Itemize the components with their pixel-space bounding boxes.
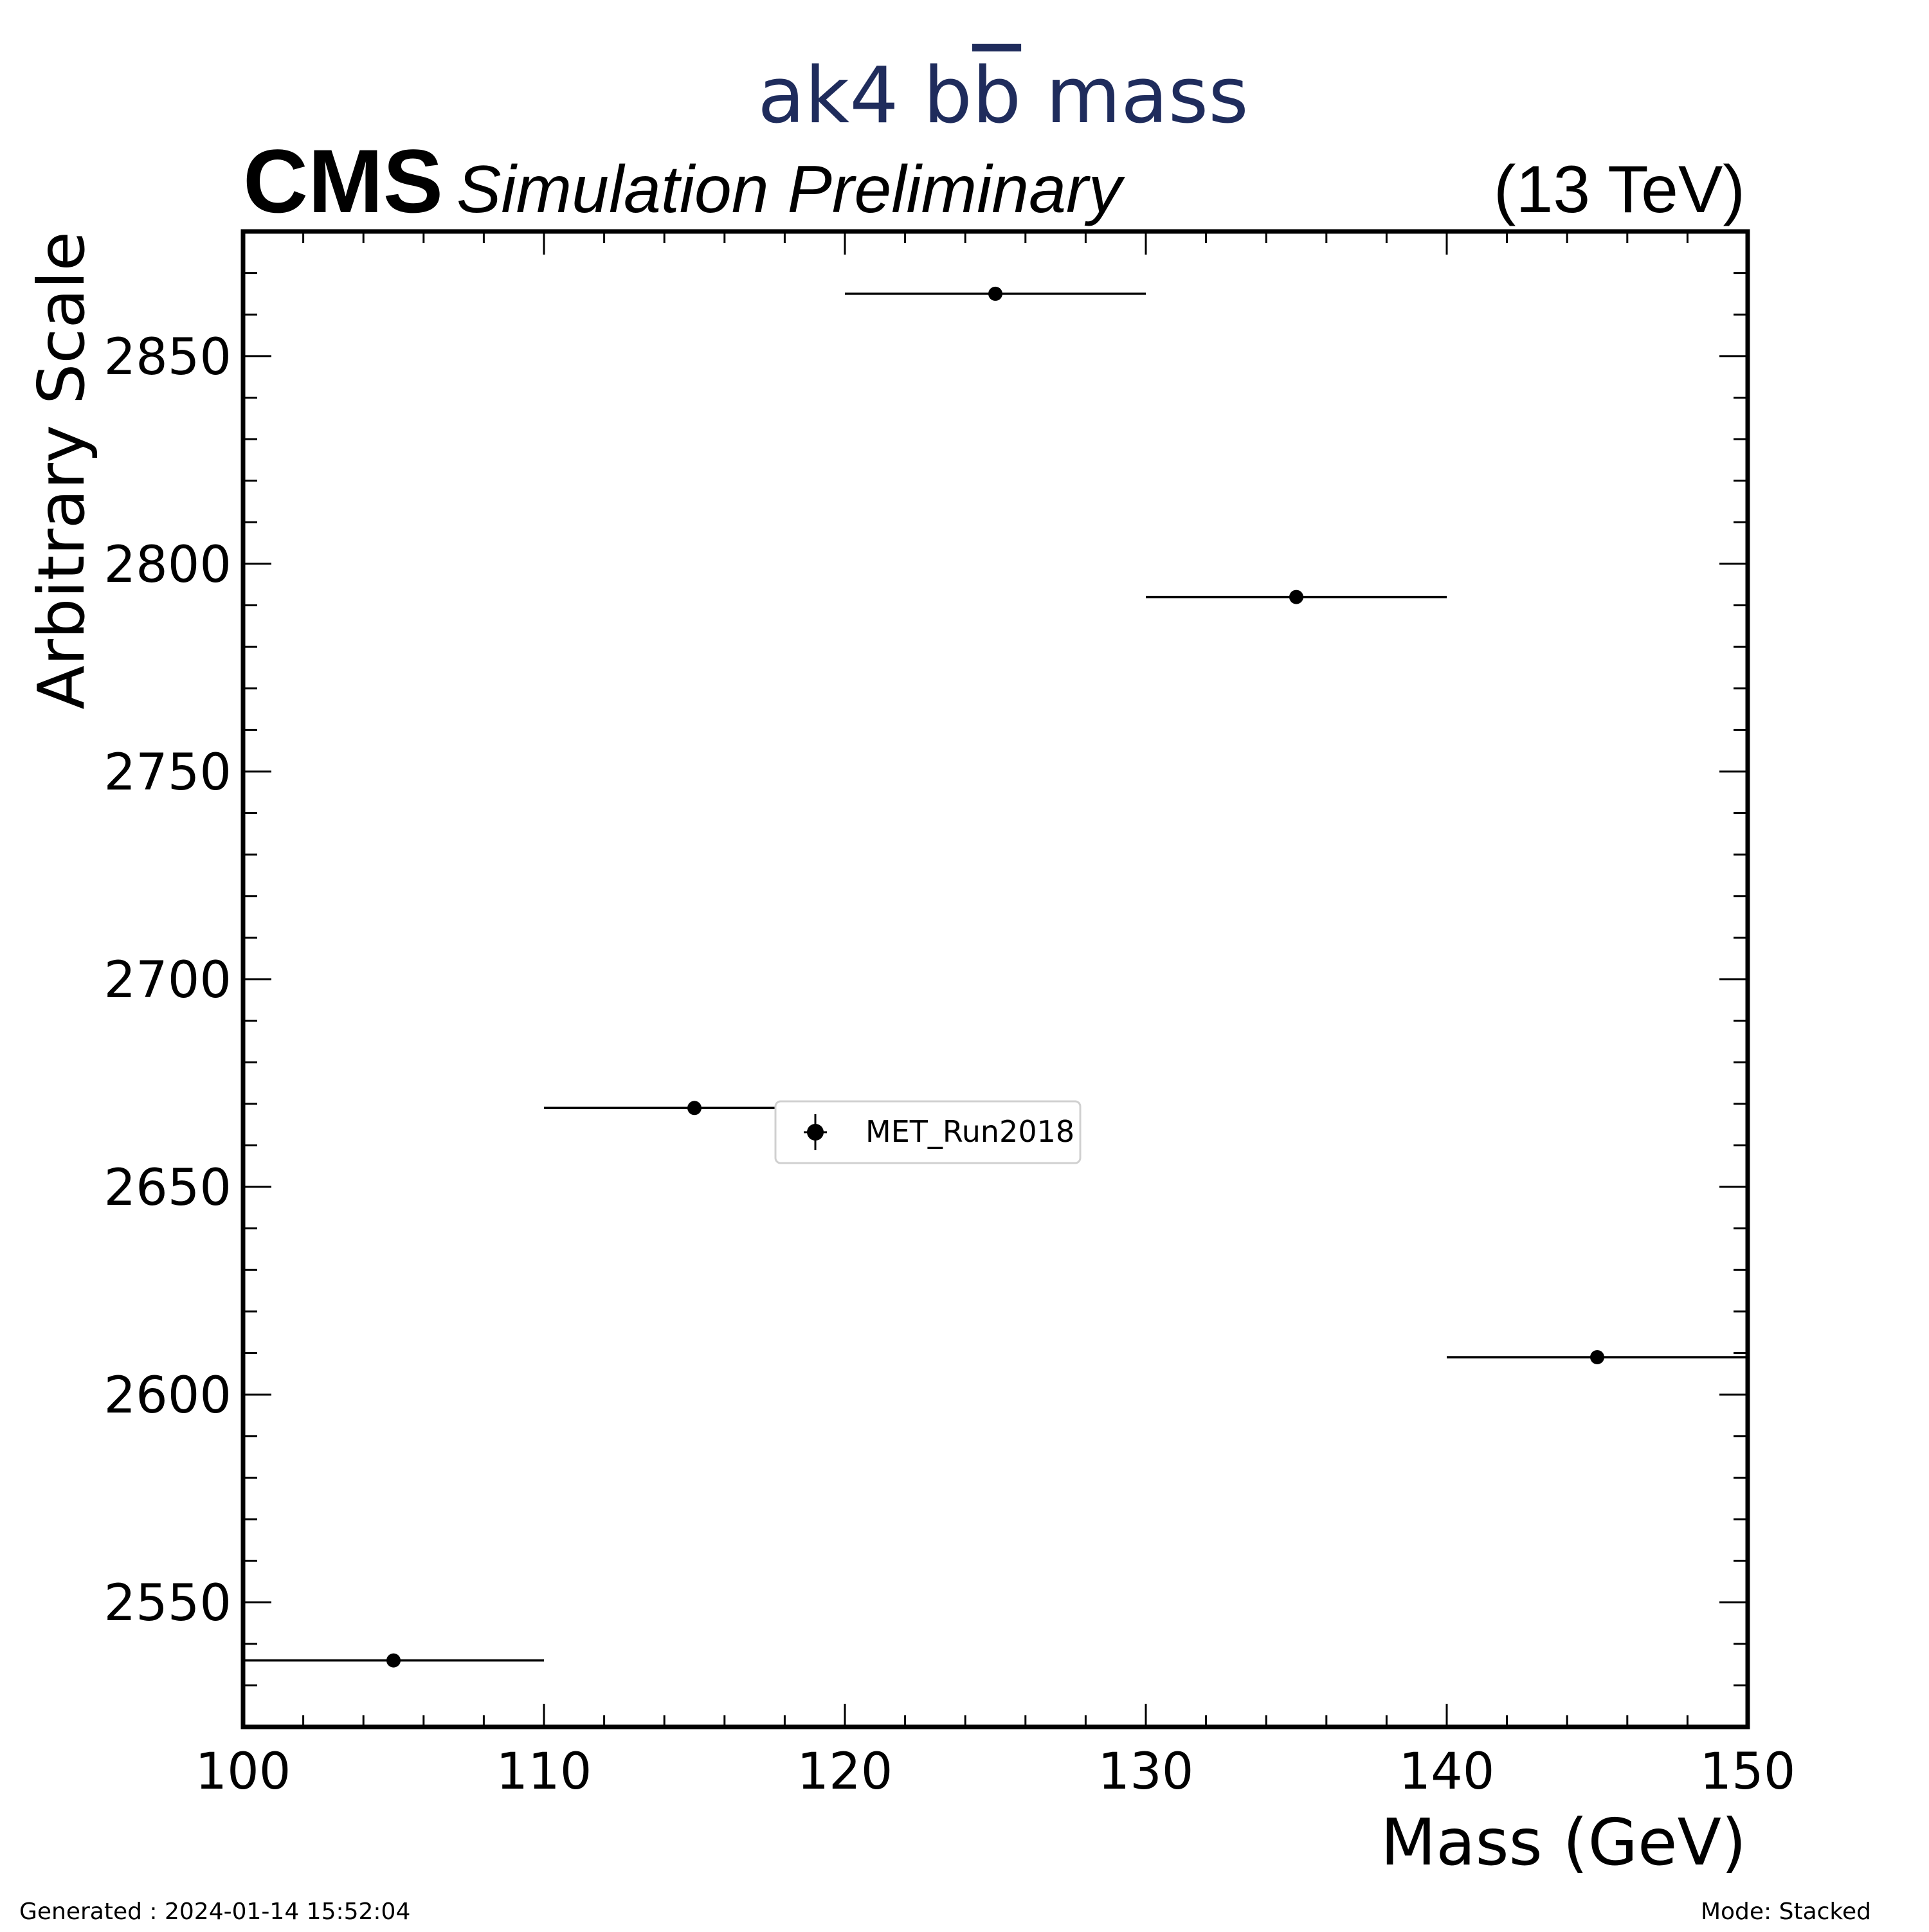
data-point <box>687 1101 702 1115</box>
tick-labels: 100 110 120 130 140 150 2550 2600 2650 2700 2750 28… <box>104 329 1795 1801</box>
y-axis-label: Arbitrary Scale <box>24 231 99 710</box>
data-points <box>243 286 1748 1668</box>
plot-frame <box>240 229 1750 1729</box>
y-tick-label: 2650 <box>104 1159 231 1217</box>
y-tick-label: 2800 <box>104 536 231 594</box>
y-tick-label: 2700 <box>104 952 231 1009</box>
x-tick-label: 110 <box>496 1743 592 1801</box>
data-point <box>386 1653 401 1668</box>
data-point <box>1590 1350 1604 1364</box>
x-tick-label: 120 <box>797 1743 893 1801</box>
chart-title: ak4 bb mass <box>757 51 1249 141</box>
legend-label: MET_Run2018 <box>865 1114 1074 1149</box>
legend: MET_Run2018 <box>774 1100 1082 1164</box>
axes <box>240 229 1750 1729</box>
y-tick-label: 2600 <box>104 1367 231 1425</box>
generated-timestamp: Generated : 2024-01-14 15:52:04 <box>19 1899 410 1925</box>
x-tick-label: 130 <box>1098 1743 1194 1801</box>
x-axis-label: Mass (GeV) <box>1381 1805 1746 1880</box>
x-tick-label: 140 <box>1399 1743 1495 1801</box>
cms-label: CMS <box>243 131 443 231</box>
y-tick-label: 2550 <box>104 1575 231 1632</box>
data-point <box>1289 590 1303 604</box>
legend-box <box>774 1100 1082 1164</box>
tick-marks <box>242 230 1749 1728</box>
y-tick-label: 2850 <box>104 329 231 386</box>
simulation-preliminary-label: Simulation Preliminary <box>457 152 1126 227</box>
data-point <box>988 286 1002 301</box>
title-suffix: mass <box>1021 51 1249 141</box>
energy-label: (13 TeV) <box>1494 152 1745 227</box>
x-tick-label: 150 <box>1700 1743 1796 1801</box>
legend-marker-dot <box>807 1124 824 1141</box>
title-prefix: ak4 b <box>757 51 972 141</box>
mode-label: Mode: Stacked <box>1701 1899 1871 1925</box>
x-tick-label: 100 <box>195 1743 291 1801</box>
title-bbar: b <box>972 51 1021 141</box>
y-tick-label: 2750 <box>104 744 231 802</box>
